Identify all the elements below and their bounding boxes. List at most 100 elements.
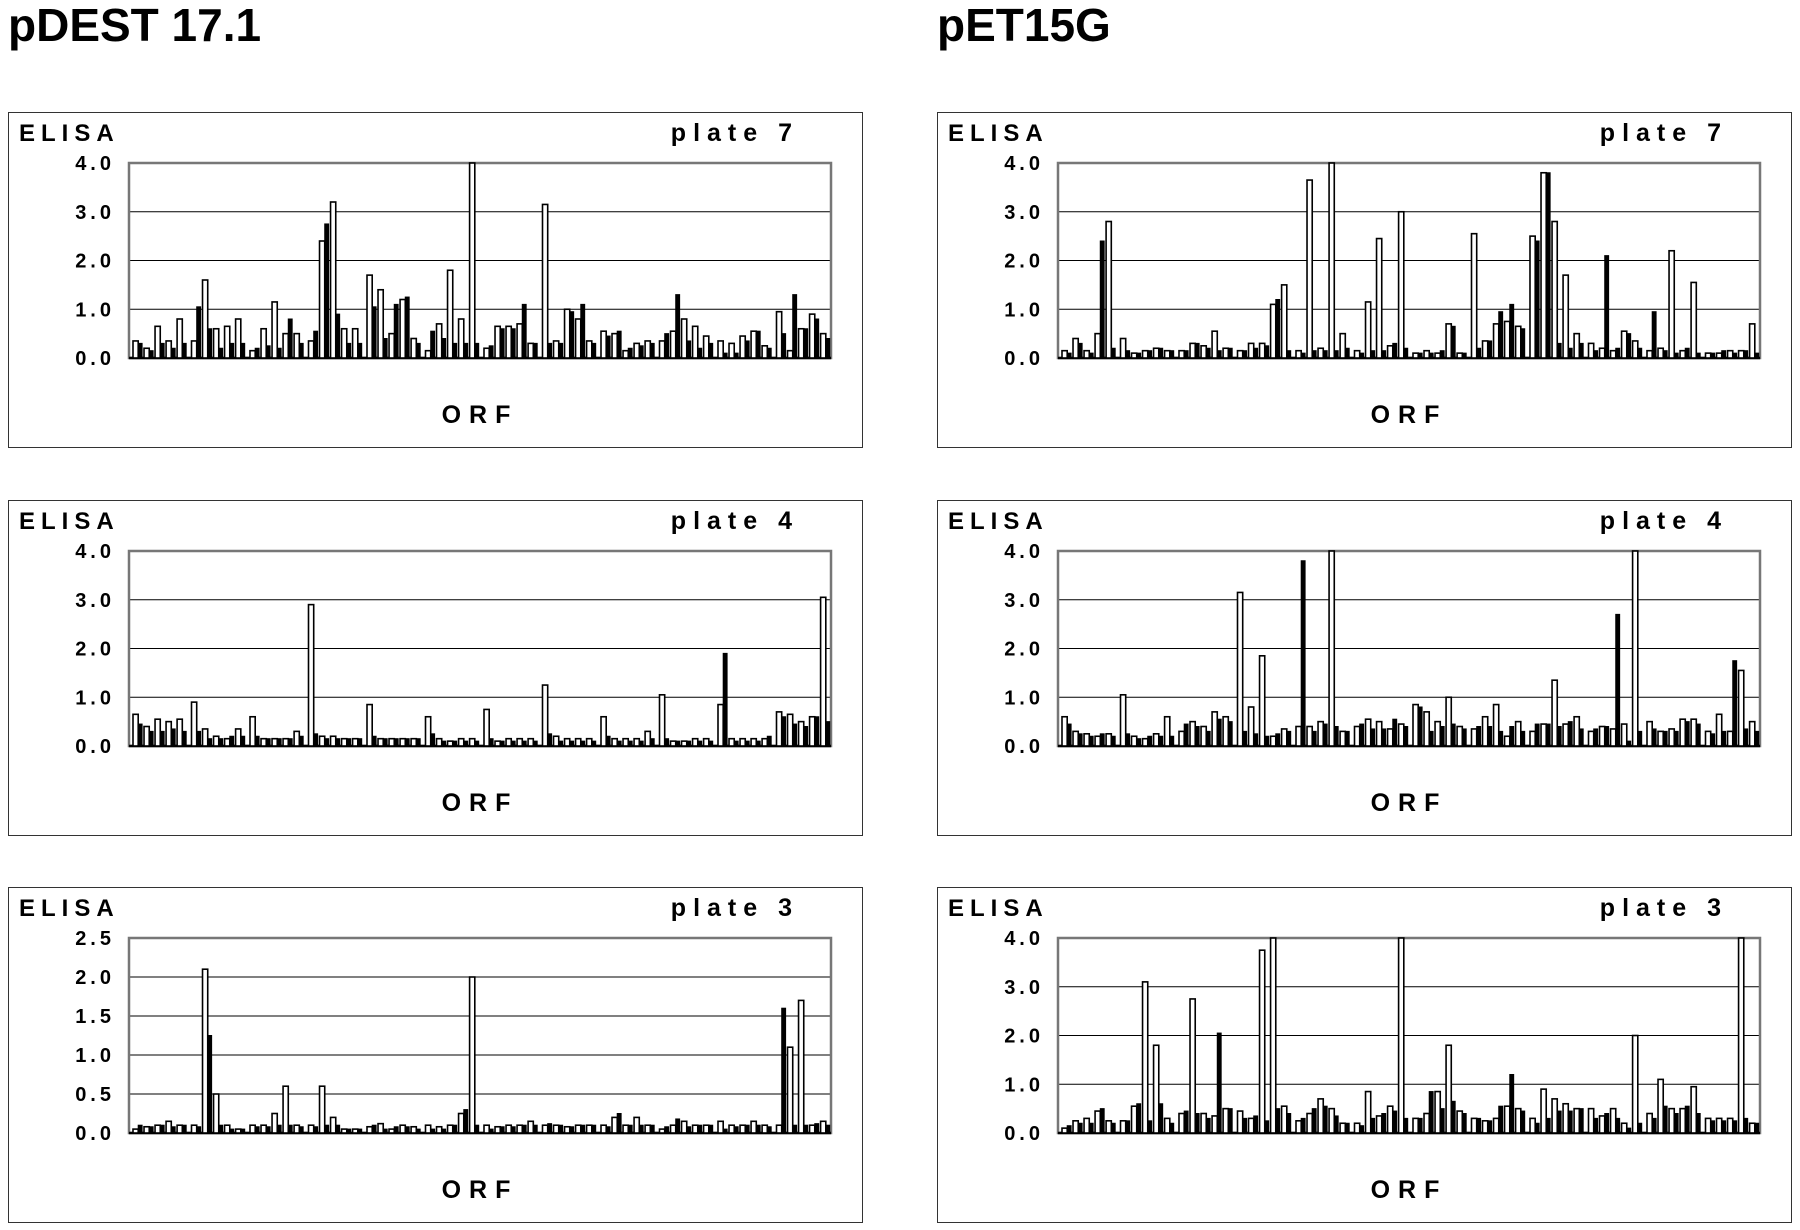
bar-black [499, 740, 505, 747]
bar-black [1403, 347, 1409, 359]
bar-black [1311, 1108, 1317, 1134]
y-axis-label: ELISA [19, 508, 120, 535]
bar-white [761, 345, 769, 359]
y-axis-label: ELISA [948, 120, 1049, 147]
bar-black [1545, 723, 1551, 747]
bar-black [1695, 723, 1701, 747]
bar-black [1439, 350, 1445, 359]
bar-white [1258, 342, 1266, 359]
bar-white [505, 737, 513, 747]
bar-white [165, 340, 173, 359]
bar-white [1748, 1122, 1756, 1134]
bar-black [1556, 726, 1562, 747]
bar-black [1721, 730, 1727, 747]
bar-black [393, 303, 399, 359]
bar-white [622, 349, 630, 359]
bar-black [1183, 350, 1189, 359]
bar-white [527, 1120, 535, 1134]
bar-black [1721, 1120, 1727, 1134]
bar-black [1403, 726, 1409, 747]
bar-white [819, 1120, 827, 1134]
bar-white [516, 737, 524, 747]
bar-white [1306, 1112, 1314, 1134]
bar-white [457, 318, 465, 359]
bar-black [792, 1124, 798, 1134]
bar-white [750, 330, 758, 359]
bar-black [664, 333, 670, 359]
bar-black [1651, 1117, 1657, 1134]
bar-white [1668, 728, 1676, 747]
bar-black [1205, 730, 1211, 747]
bar-white [1152, 347, 1160, 359]
bar-black [675, 740, 681, 747]
bar-black [766, 347, 772, 359]
bar-black [558, 740, 564, 747]
bar-black [781, 333, 787, 359]
bar-white [505, 325, 513, 359]
bar-black [1534, 240, 1540, 359]
bar-black [1662, 1105, 1668, 1134]
bar-black [649, 738, 655, 747]
bar-black [1205, 1117, 1211, 1134]
bar-white [574, 318, 582, 359]
bar-black [686, 740, 692, 747]
bar-black [580, 740, 586, 747]
bar-white [1105, 1120, 1113, 1134]
y-tick-label: 2.0 [75, 639, 115, 661]
bar-white [340, 1128, 348, 1134]
bar-white [1211, 711, 1219, 747]
chart-svg: ELISA plate 7 0.0 1.0 2.0 3.0 4.0 ORF [948, 119, 1762, 429]
bar-black [1520, 730, 1526, 747]
bar-white [1668, 1107, 1676, 1134]
bar-white [223, 325, 231, 359]
bar-white [1072, 1120, 1080, 1134]
bar-white [1598, 1115, 1606, 1134]
bar-black [664, 1126, 670, 1134]
bar-white [1620, 330, 1628, 359]
bar-white [516, 1124, 524, 1134]
bar-white [644, 340, 652, 359]
bar-black [605, 735, 611, 747]
bar-black [1673, 352, 1679, 359]
bar-black [1626, 1127, 1632, 1134]
bar-white [1061, 1127, 1068, 1134]
bar-black [708, 342, 714, 359]
bar-black [474, 342, 480, 359]
bar-black [1428, 1091, 1434, 1134]
bar-white [691, 737, 699, 747]
bar-white [446, 740, 454, 747]
bar-white [249, 715, 256, 747]
bar-white [1178, 1112, 1185, 1134]
bar-black [1169, 350, 1175, 359]
bar-black [1509, 1074, 1515, 1134]
bar-black [1099, 733, 1105, 747]
bar-black [1417, 352, 1423, 359]
bar-black [792, 294, 798, 359]
bar-white [1690, 281, 1698, 359]
bar-black [229, 342, 235, 359]
bar-white [1152, 733, 1160, 747]
bar-black [196, 730, 202, 747]
chart-panel-pdest-plate3: ELISA plate 3 0.0 0.5 1.0 1.5 2.0 2.5 ORF [8, 887, 863, 1223]
bar-white [435, 323, 443, 359]
bar-white [201, 968, 209, 1134]
bar-black [1136, 352, 1142, 359]
bar-white [494, 740, 502, 747]
bar-white [505, 1124, 513, 1134]
bar-white [750, 737, 758, 747]
bar-white [1375, 1115, 1383, 1134]
bar-black [569, 311, 575, 359]
bar-black [1476, 726, 1482, 747]
bar-white [1364, 718, 1372, 747]
bar-white [1690, 1085, 1698, 1134]
bar-white [691, 1124, 699, 1134]
bar-white [600, 1124, 607, 1134]
bar-white [424, 349, 432, 359]
bar-white [1715, 352, 1723, 359]
bar-black [382, 338, 388, 359]
bar-black [148, 730, 154, 747]
bar-white [1317, 347, 1325, 359]
bar-black [1125, 733, 1131, 747]
bar-black [627, 740, 633, 747]
bar-black [580, 1124, 586, 1134]
